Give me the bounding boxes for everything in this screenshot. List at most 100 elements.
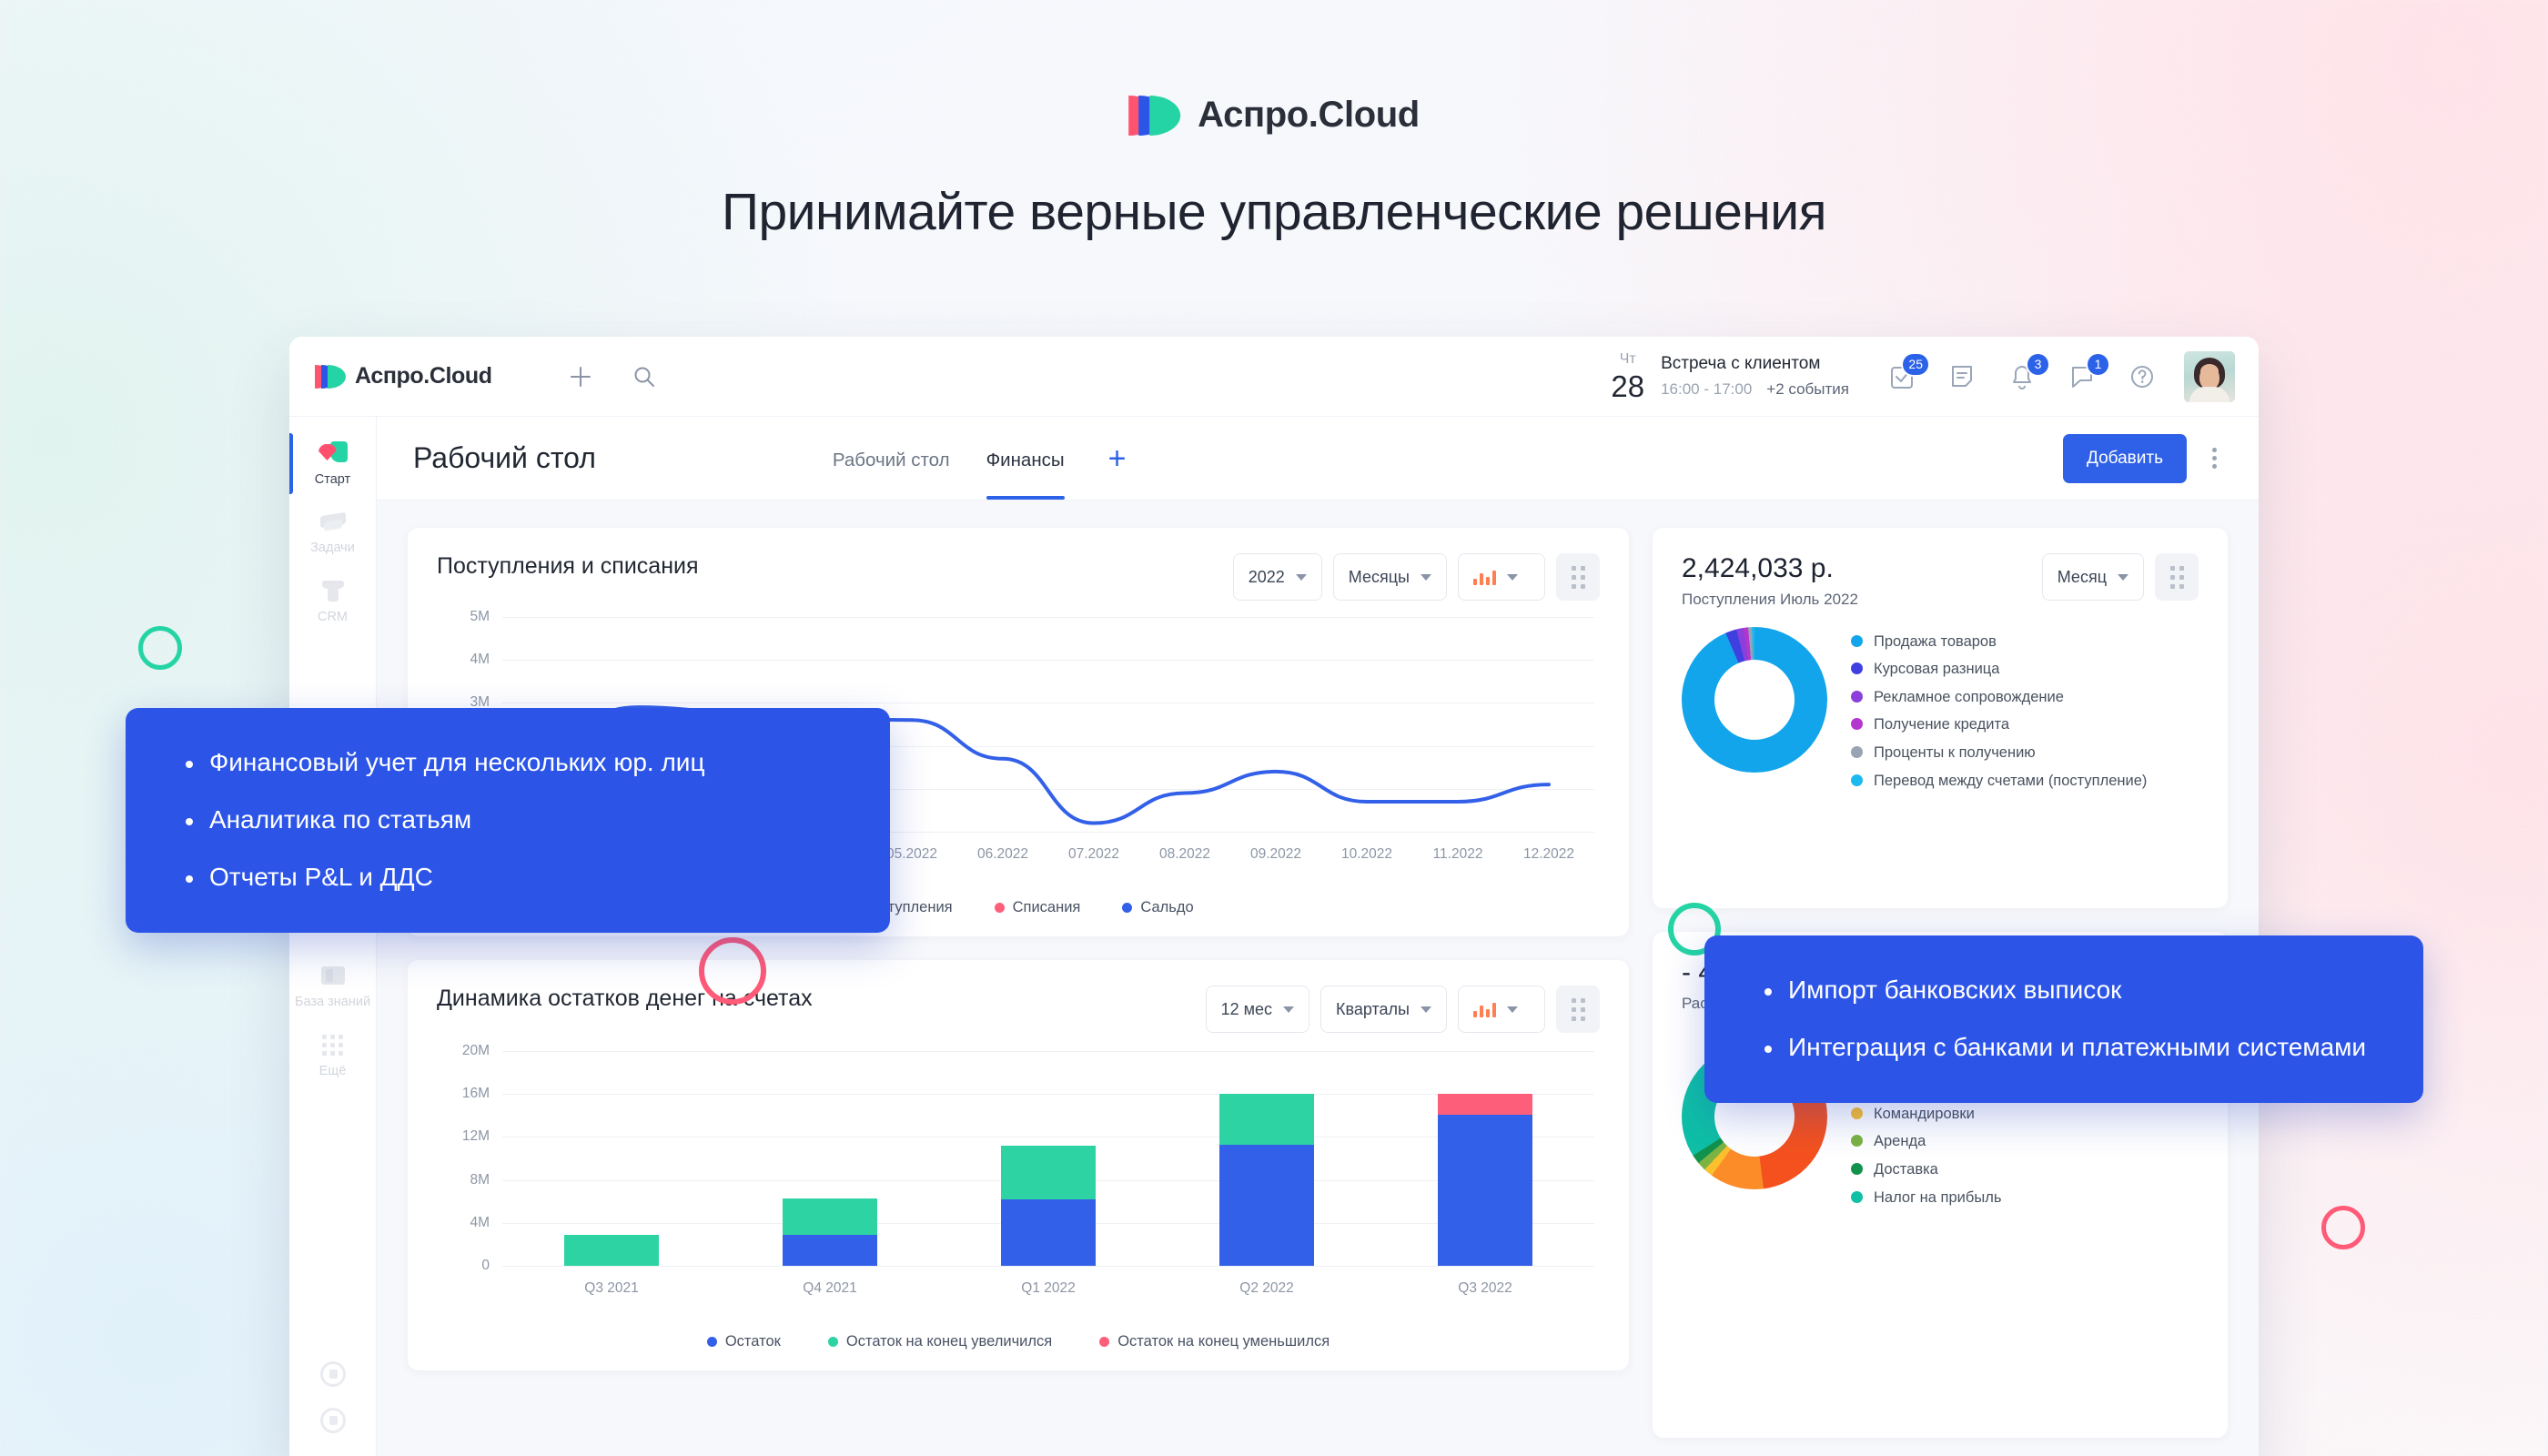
donut-legend-income-entry: Рекламное сопровождение xyxy=(1851,688,2147,707)
gridline xyxy=(502,1266,1594,1267)
sidebar-item-settings[interactable] xyxy=(289,1397,377,1443)
donut-legend-expense-entry: Налог на прибыль xyxy=(1851,1188,2071,1208)
stacked-bar-segment xyxy=(783,1198,877,1235)
stacked-bar[interactable] xyxy=(1219,1094,1314,1266)
left-column: Поступления и списания 2022 Месяцы xyxy=(408,528,1629,1438)
y-axis-tick: 4M xyxy=(470,1214,490,1230)
legend-label: Курсовая разница xyxy=(1874,661,2000,678)
topbar-nav-icons: 25 3 1 xyxy=(1886,351,2159,393)
legend-color-dot xyxy=(1851,1107,1863,1119)
legend-label: Перевод между счетами (поступление) xyxy=(1874,772,2148,789)
legend-color-dot xyxy=(1851,634,1863,647)
avatar[interactable] xyxy=(2184,350,2235,402)
help-icon[interactable] xyxy=(2126,360,2159,393)
aspro-logo-icon-small xyxy=(315,364,346,389)
legend-label: Аренда xyxy=(1874,1133,1926,1150)
sidebar-item-billing[interactable] xyxy=(289,1350,377,1397)
sidebar-item-knowledge-base[interactable]: База знаний xyxy=(289,952,377,1020)
sidebar-item-projects[interactable] xyxy=(289,635,377,688)
sidebar-item-more[interactable]: Ещё xyxy=(289,1021,377,1089)
year-select[interactable]: 2022 xyxy=(1232,553,1322,601)
sidebar-item-tasks[interactable]: Задачи xyxy=(289,498,377,566)
card-summary: 2,424,033 р. Поступления Июль 2022 xyxy=(1682,553,1858,609)
x-axis-tick: 11.2022 xyxy=(1432,846,1483,862)
chart-type-select[interactable] xyxy=(1458,553,1545,601)
bar-chart-icon xyxy=(1473,1001,1496,1017)
tab-dashboard[interactable]: Рабочий стол xyxy=(832,449,950,470)
app-topbar: Аспро.Cloud Чт 28 Встреча с клиентом 16:… xyxy=(289,337,2259,417)
main-header: Рабочий стол Рабочий стол Финансы + Доба… xyxy=(377,417,2259,500)
legend-label: Командировки xyxy=(1874,1105,1975,1122)
decorative-ring-pink-2 xyxy=(2321,1206,2365,1249)
search-icon[interactable] xyxy=(632,364,657,389)
sidebar: Старт Задачи CRM База знаний Ещё xyxy=(289,417,377,1456)
tab-finance[interactable]: Финансы xyxy=(986,417,1065,500)
add-button[interactable]: Добавить xyxy=(2063,433,2187,483)
tasks-badge: 25 xyxy=(1901,351,1930,377)
legend-income-expense-entry: Списания xyxy=(994,899,1080,916)
bell-icon[interactable]: 3 xyxy=(2006,351,2050,393)
donut-legend-income-entry: Продажа товаров xyxy=(1851,632,2147,652)
app-window: Аспро.Cloud Чт 28 Встреча с клиентом 16:… xyxy=(289,337,2259,1456)
range-select[interactable]: 12 мес xyxy=(1205,986,1310,1033)
granularity-select[interactable]: Кварталы xyxy=(1320,986,1447,1033)
card-tools: 2022 Месяцы xyxy=(1232,553,1600,601)
stacked-bar[interactable] xyxy=(1438,1094,1532,1266)
card-tools: Месяц xyxy=(2041,553,2199,601)
drag-handle-icon[interactable] xyxy=(2155,553,2199,601)
card-header: 2,424,033 р. Поступления Июль 2022 Месяц xyxy=(1682,553,2199,609)
stacked-bar[interactable] xyxy=(1001,1145,1096,1266)
x-axis-tick: 06.2022 xyxy=(976,846,1029,862)
chevron-down-icon xyxy=(1283,1006,1295,1013)
stacked-bar[interactable] xyxy=(783,1198,877,1266)
legend-label: Остаток xyxy=(724,1333,781,1350)
legend-color-dot xyxy=(1851,1163,1863,1175)
legend-label: Получение кредита xyxy=(1874,716,2010,733)
stacked-bar-segment xyxy=(783,1234,877,1266)
y-axis-tick: 20M xyxy=(461,1043,490,1058)
drag-handle-icon[interactable] xyxy=(1556,553,1600,601)
chat-icon[interactable]: 1 xyxy=(2066,351,2110,393)
plus-icon[interactable] xyxy=(568,364,593,389)
sidebar-label-crm: CRM xyxy=(317,609,349,624)
x-axis-tick: 09.2022 xyxy=(1249,846,1302,862)
period-select[interactable]: Месяцы xyxy=(1332,553,1447,601)
legend-color-dot xyxy=(1851,662,1863,675)
notes-icon[interactable] xyxy=(1946,360,1978,393)
stacked-bar[interactable] xyxy=(564,1234,659,1266)
add-tab-button[interactable]: + xyxy=(1107,440,1127,476)
app-brand[interactable]: Аспро.Cloud xyxy=(315,363,550,389)
legend-color-dot xyxy=(706,1337,717,1347)
calendar-day: 28 xyxy=(1611,369,1645,403)
decorative-ring-green-2 xyxy=(1668,903,1721,956)
stacked-bar-segment xyxy=(1219,1144,1314,1266)
sidebar-item-start[interactable]: Старт xyxy=(289,430,377,498)
gridline xyxy=(502,1094,1594,1096)
legend-label: Доставка xyxy=(1874,1161,1938,1178)
gridline xyxy=(502,832,1594,833)
legend-label: Сальдо xyxy=(1140,899,1194,915)
stacked-bar-segment xyxy=(1001,1198,1096,1266)
drag-handle-icon[interactable] xyxy=(1556,986,1600,1033)
chevron-down-icon xyxy=(1295,573,1307,581)
card-tools: 12 мес Кварталы xyxy=(1205,986,1600,1033)
donut-income: Продажа товаров Курсовая разница Рекламное… xyxy=(1682,626,2199,791)
month-select-value: Месяц xyxy=(2057,567,2107,586)
y-axis-tick: 16M xyxy=(461,1086,490,1102)
stacked-bar-segment xyxy=(1438,1114,1532,1266)
more-options-icon[interactable] xyxy=(2207,442,2222,474)
month-select[interactable]: Месяц xyxy=(2041,553,2144,601)
tasks-check-icon[interactable]: 25 xyxy=(1886,351,1930,393)
event-time: 16:00 - 17:00 xyxy=(1661,380,1753,398)
legend-balance-entry: Остаток на конец уменьшился xyxy=(1099,1333,1330,1350)
stacked-bar-segment xyxy=(1219,1094,1314,1145)
x-axis-tick: Q2 2022 xyxy=(1239,1280,1294,1296)
x-axis-tick: 05.2022 xyxy=(885,846,938,862)
callout-right-list: Импорт банковских выписок Интеграция с ба… xyxy=(1759,974,2369,1065)
legend-label: Продажа товаров xyxy=(1874,632,1997,650)
legend-color-dot xyxy=(1099,1337,1110,1347)
calendar-widget[interactable]: Чт 28 Встреча с клиентом 16:00 - 17:00 +… xyxy=(1611,351,1849,403)
chart-type-select[interactable] xyxy=(1458,986,1545,1033)
donut-legend-income-entry: Перевод между счетами (поступление) xyxy=(1851,772,2147,791)
sidebar-item-crm[interactable]: CRM xyxy=(289,567,377,635)
